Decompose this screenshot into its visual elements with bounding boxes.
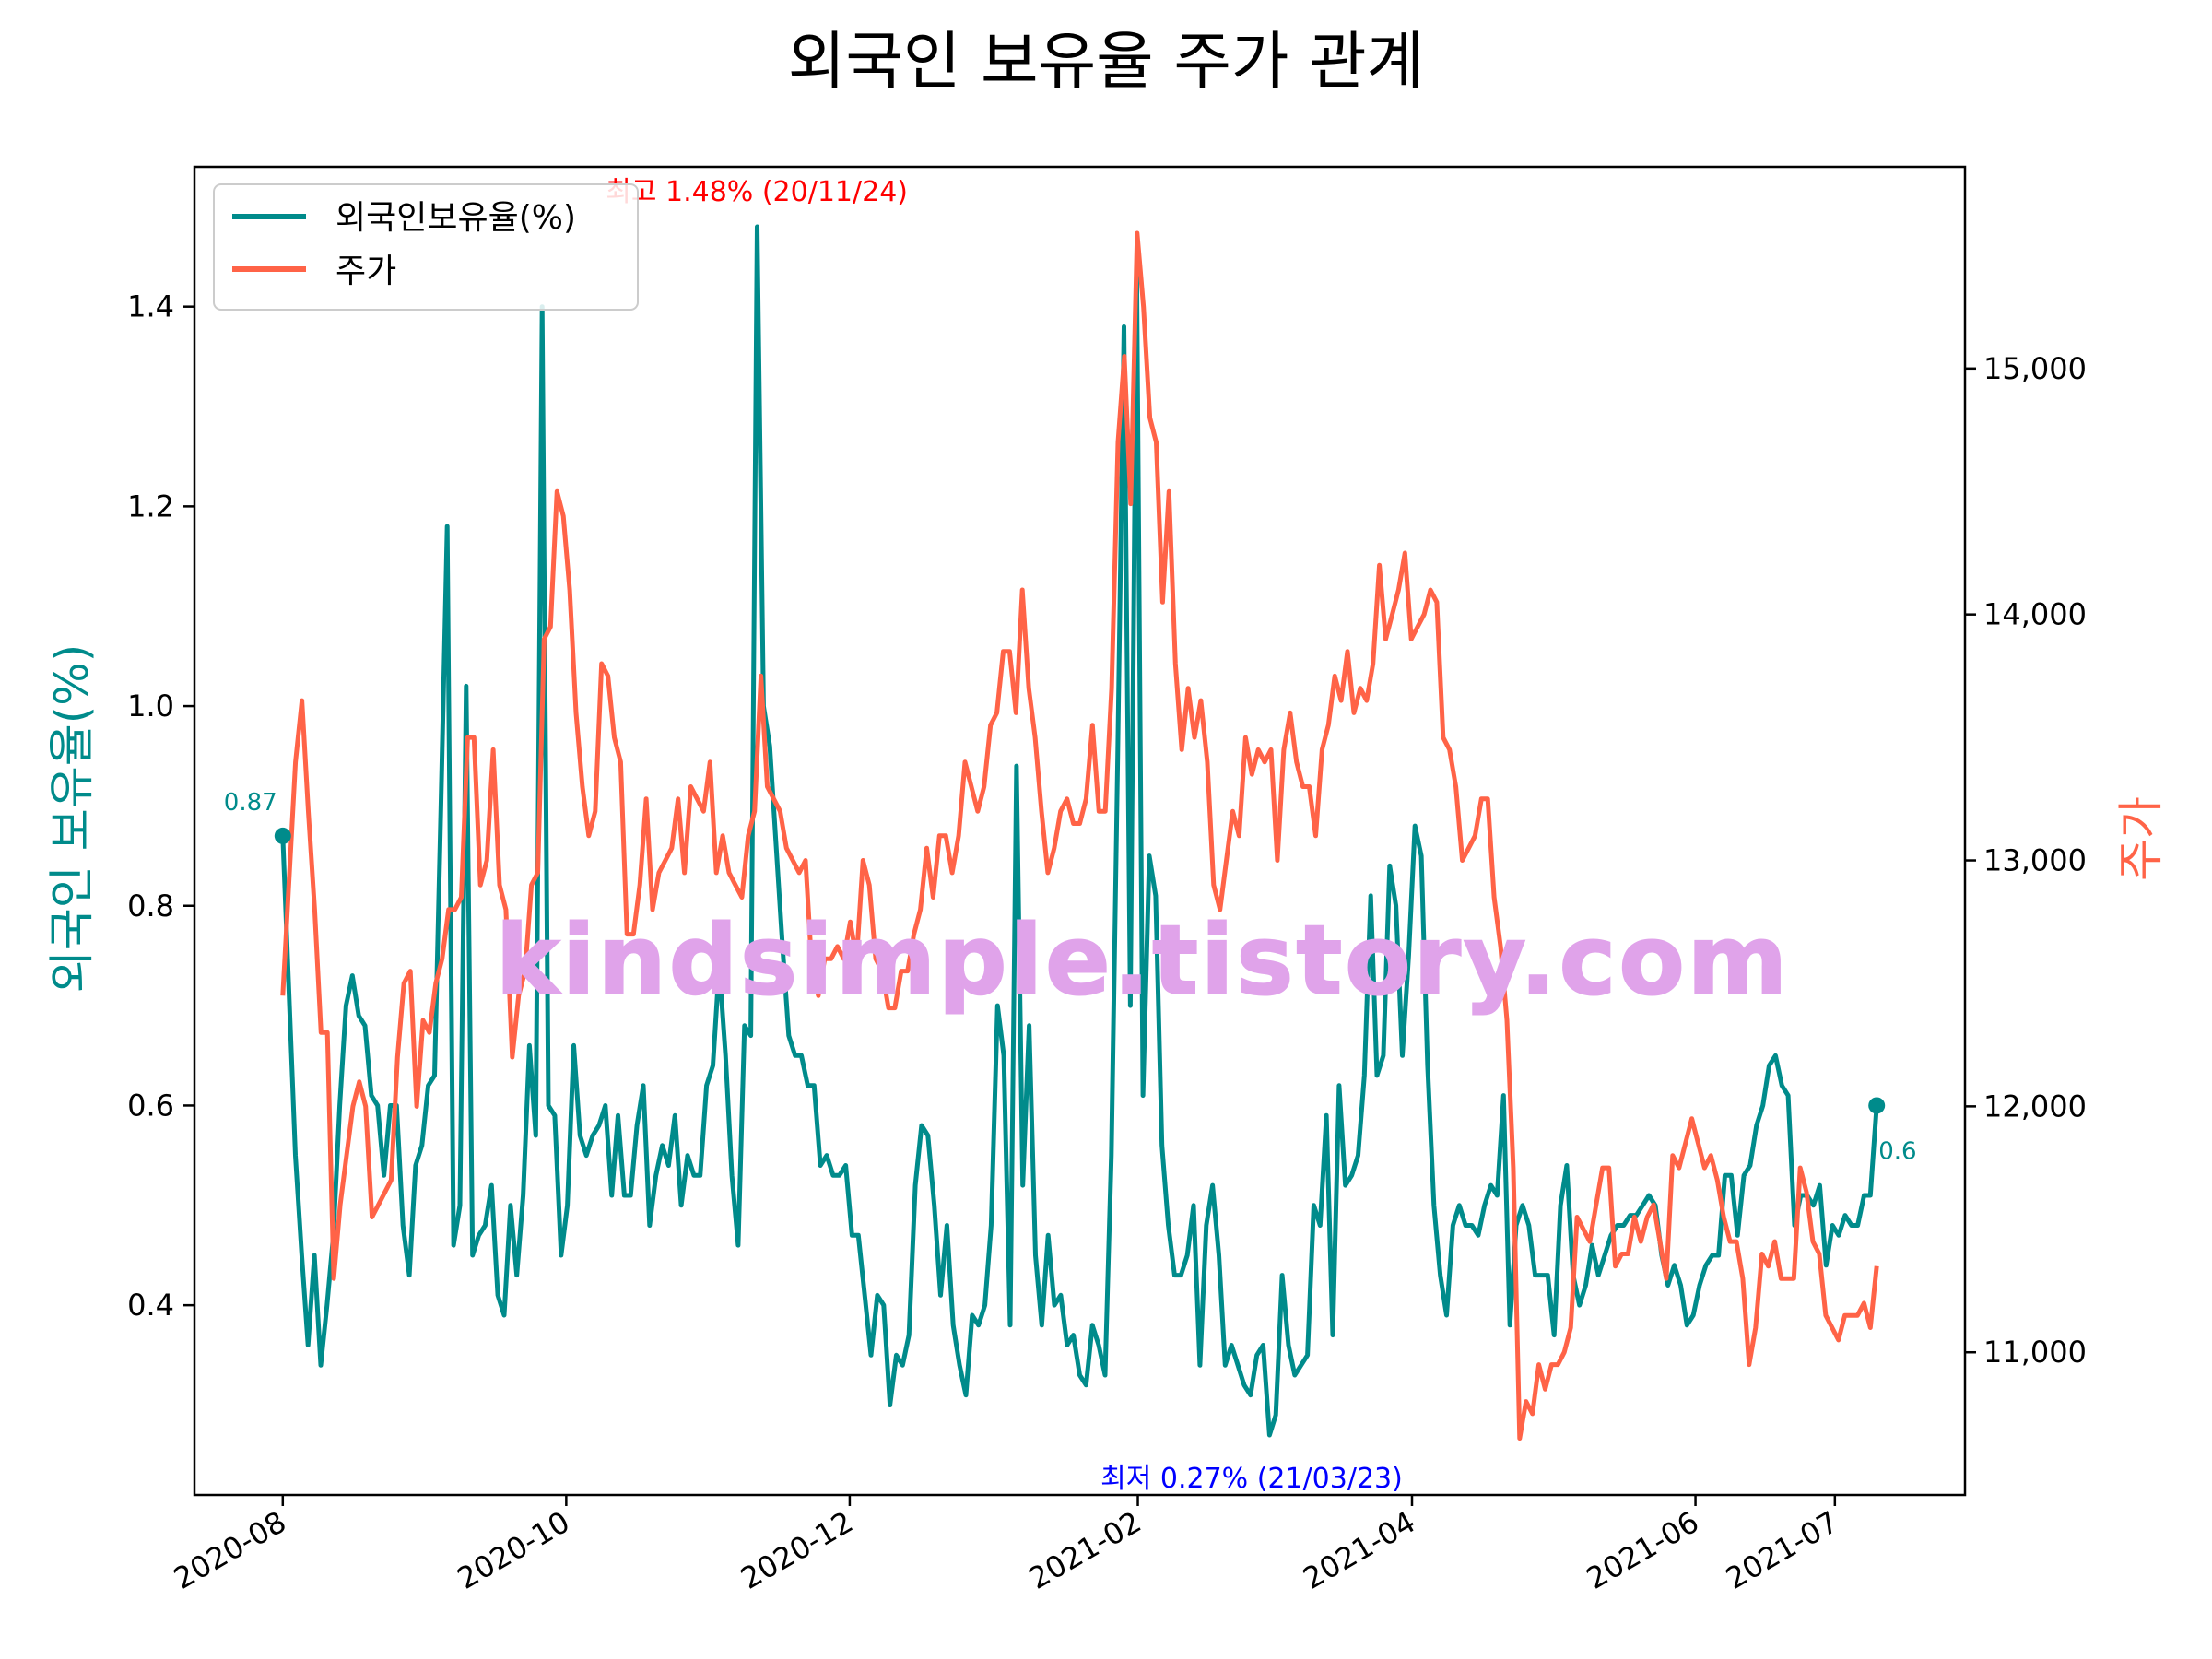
left-tick-label: 1.0 [127,688,174,724]
end-value-label: 0.6 [1878,1137,1916,1165]
left-tick-label: 1.2 [127,488,174,524]
min-annotation: 최저 0.27% (21/03/23) [1100,1463,1403,1495]
right-tick-label: 14,000 [1983,597,2087,632]
legend-label-foreign: 외국인보유율(%) [335,199,576,237]
legend-label-price: 주가 [335,253,396,290]
start-value-label: 0.87 [224,789,277,817]
right-axis-label: 주가 [2114,796,2168,881]
left-axis-label: 외국인 보유율(%) [45,644,99,993]
chart-title: 외국인 보유율 주가 관계 [788,26,1424,99]
plot-frame [193,165,1967,1497]
annotations: 0.87 0.6 최고 1.48% (20/11/24) 최저 0.27% (21/0… [224,176,1917,1495]
right-tick-label: 15,000 [1983,351,2087,386]
max-annotation: 최고 1.48% (20/11/24) [606,176,908,208]
left-tick-label: 0.4 [127,1288,174,1323]
left-y-axis: 0.4 0.6 0.8 1.0 1.2 1.4 [127,289,194,1323]
legend-box [213,183,639,311]
left-tick-label: 0.6 [127,1088,174,1123]
series-line-price [280,230,1879,1441]
left-tick-label: 0.8 [127,888,174,924]
right-tick-label: 13,000 [1983,843,2087,878]
right-tick-label: 11,000 [1983,1335,2087,1370]
left-tick-label: 1.4 [127,289,174,324]
start-point-marker [274,827,291,844]
watermark: kindsimple.tistory.com [496,904,1790,1017]
plot-area [280,224,1879,1441]
right-y-axis: 11,000 12,000 13,000 14,000 15,000 [1965,351,2087,1370]
right-tick-label: 12,000 [1983,1088,2087,1124]
legend: 외국인보유율(%) 주가 [213,183,639,311]
end-point-marker [1868,1097,1886,1114]
